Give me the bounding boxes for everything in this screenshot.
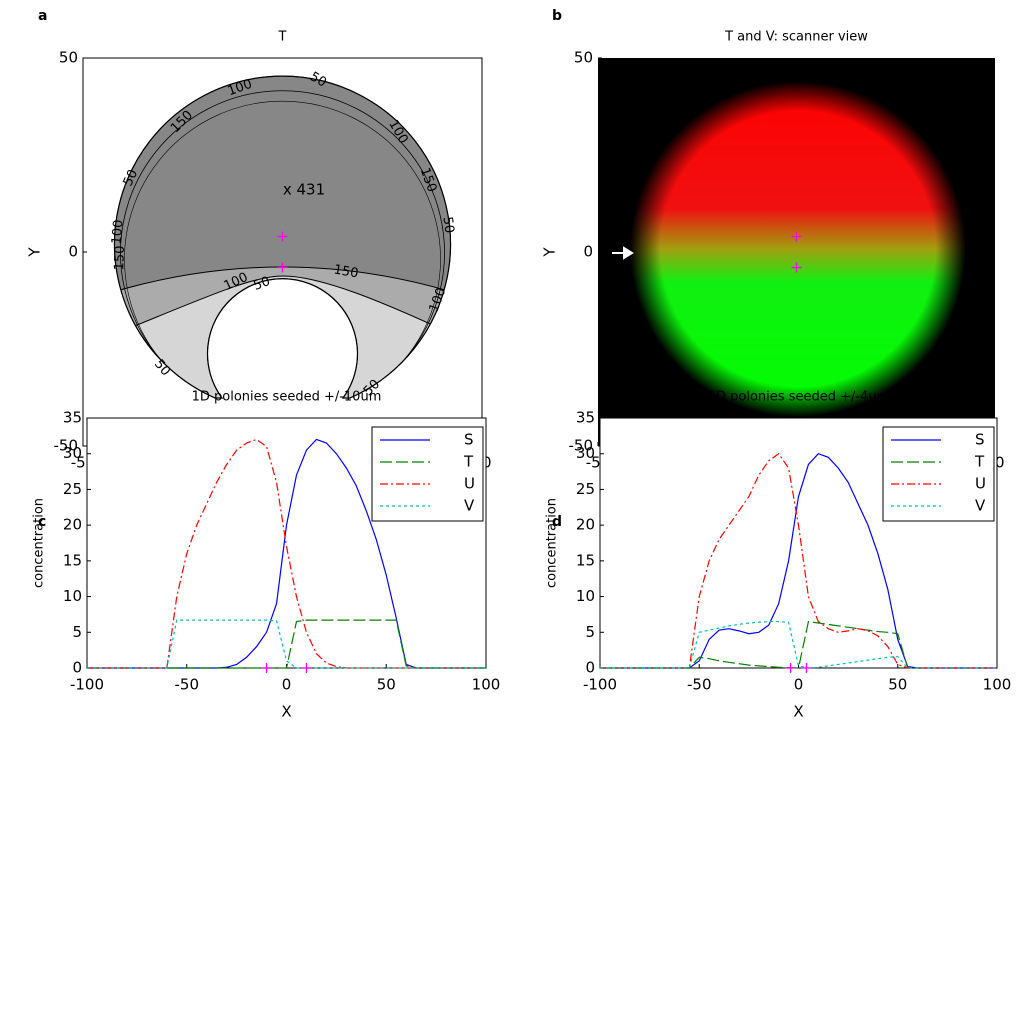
contour-fill bbox=[82, 57, 483, 447]
contour-label: 50 bbox=[439, 216, 456, 234]
y-tick-label: 10 bbox=[576, 587, 595, 605]
contour-label: 50 bbox=[121, 167, 142, 188]
panel-letter: c bbox=[38, 514, 46, 530]
x-tick-label: -50 bbox=[175, 676, 200, 694]
chart-title: 1D polonies seeded +/-4um bbox=[708, 390, 889, 405]
y-tick-label: 30 bbox=[576, 444, 595, 462]
x-tick-label: 0 bbox=[794, 676, 804, 694]
x-axis-label: X bbox=[281, 703, 291, 721]
legend-label: T bbox=[974, 453, 985, 471]
x-tick-label: 50 bbox=[888, 676, 907, 694]
y-axis-label: concentration bbox=[32, 498, 47, 588]
scanner-image bbox=[598, 58, 995, 446]
y-tick-label: 0 bbox=[585, 659, 595, 677]
marker bbox=[785, 663, 796, 673]
x-tick-label: 100 bbox=[472, 676, 501, 694]
chart-title: T and V: scanner view bbox=[724, 30, 868, 45]
y-tick-label: 15 bbox=[63, 551, 82, 569]
y-axis-label: Y bbox=[541, 247, 559, 258]
y-tick-label: 25 bbox=[576, 480, 595, 498]
contour-label: 50 bbox=[252, 274, 273, 294]
legend-label: U bbox=[975, 475, 986, 493]
legend-box bbox=[371, 426, 484, 522]
y-tick-label: -50 bbox=[569, 437, 594, 455]
marker bbox=[801, 663, 812, 673]
marker bbox=[791, 262, 802, 273]
panel-letter: d bbox=[552, 514, 562, 530]
annotation: x 431 bbox=[283, 181, 325, 199]
marker bbox=[791, 231, 802, 242]
y-tick-label: 0 bbox=[72, 659, 82, 677]
legend-box bbox=[882, 426, 995, 522]
marker bbox=[277, 262, 288, 273]
legend-label: V bbox=[975, 497, 986, 515]
marker bbox=[301, 663, 312, 673]
legend-label: V bbox=[464, 497, 475, 515]
y-tick-label: 35 bbox=[63, 409, 82, 427]
contour-label: 50 bbox=[307, 69, 329, 90]
chart-title: 1D polonies seeded +/-10um bbox=[192, 390, 382, 405]
x-axis-label: X bbox=[793, 703, 803, 721]
y-tick-label: 20 bbox=[576, 516, 595, 534]
x-tick-label: -100 bbox=[583, 676, 617, 694]
y-axis-label: Y bbox=[26, 247, 44, 258]
marker bbox=[277, 231, 288, 242]
y-tick-label: 0 bbox=[68, 243, 78, 261]
line bbox=[600, 620, 997, 669]
y-tick-label: 25 bbox=[63, 480, 82, 498]
legend-label: S bbox=[975, 431, 985, 449]
legend-label: U bbox=[464, 475, 475, 493]
y-tick-label: 50 bbox=[59, 49, 78, 67]
marker bbox=[261, 663, 272, 673]
y-tick-label: 10 bbox=[63, 587, 82, 605]
panel-letter: b bbox=[552, 8, 562, 24]
y-tick-label: 20 bbox=[63, 516, 82, 534]
contour-label: 100 bbox=[109, 219, 126, 245]
y-tick-label: 15 bbox=[576, 551, 595, 569]
x-tick-label: 100 bbox=[983, 676, 1012, 694]
y-tick-label: 35 bbox=[576, 409, 595, 427]
chart-title: T bbox=[278, 30, 287, 45]
x-tick-label: 50 bbox=[377, 676, 396, 694]
contour-label: 150 bbox=[332, 262, 359, 281]
legend-label: S bbox=[464, 431, 474, 449]
x-tick-label: -50 bbox=[687, 676, 712, 694]
y-axis-label: concentration bbox=[545, 498, 560, 588]
x-tick-label: -100 bbox=[70, 676, 104, 694]
line bbox=[87, 619, 486, 669]
legend-label: T bbox=[463, 453, 474, 471]
y-tick-label: 50 bbox=[574, 49, 593, 67]
y-tick-label: 0 bbox=[583, 243, 593, 261]
y-tick-label: 5 bbox=[585, 623, 595, 641]
x-tick-label: 0 bbox=[282, 676, 292, 694]
y-tick-label: 30 bbox=[63, 444, 82, 462]
panel-letter: a bbox=[38, 8, 47, 24]
contour-label: 150 bbox=[112, 245, 128, 270]
y-tick-label: 5 bbox=[72, 623, 82, 641]
y-tick-label: -50 bbox=[54, 437, 79, 455]
